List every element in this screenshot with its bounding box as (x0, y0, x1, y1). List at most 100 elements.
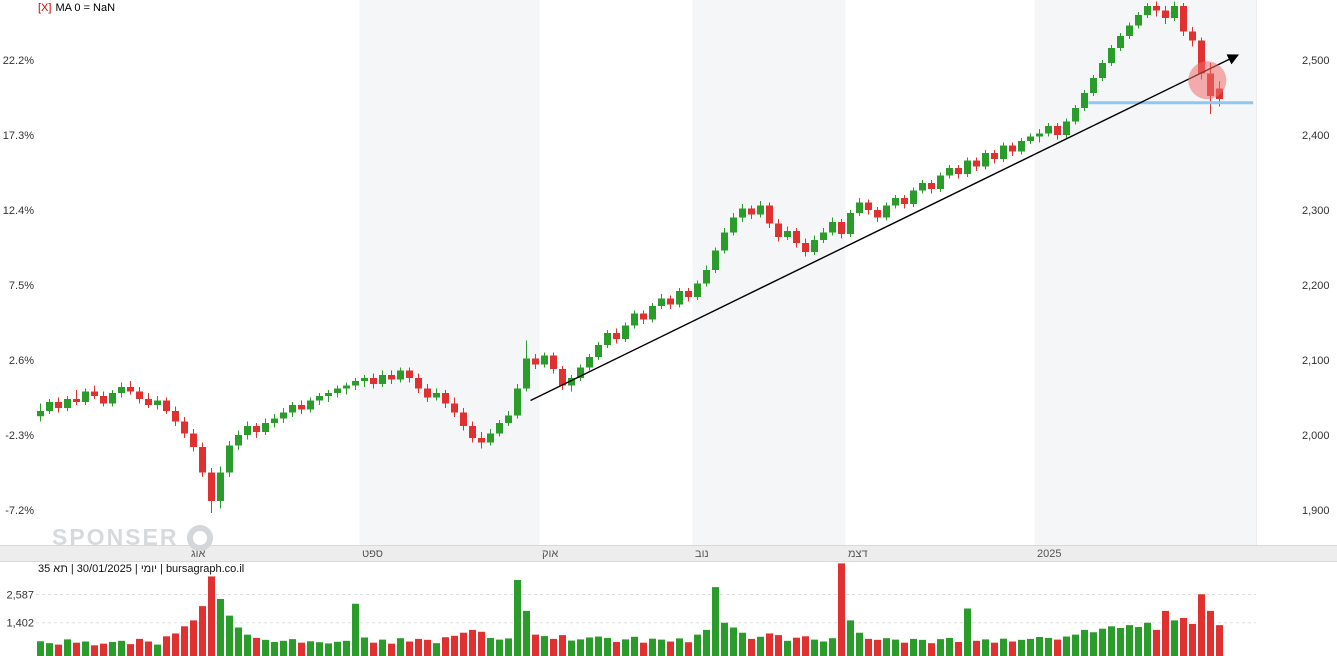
candle-body (424, 388, 431, 398)
candle-body (865, 202, 872, 210)
volume-bar (190, 620, 197, 656)
candle-body (802, 243, 809, 252)
candle-body (478, 438, 485, 443)
volume-bar (766, 633, 773, 656)
month-band (692, 0, 846, 545)
candle-body (1135, 15, 1142, 26)
volume-bar (496, 639, 503, 656)
candle-body (1054, 126, 1061, 135)
volume-bar (973, 640, 980, 656)
candle-body (937, 175, 944, 189)
volume-bar (262, 639, 269, 656)
candle-body (784, 231, 791, 237)
volume-bar (532, 634, 539, 656)
volume-bar (127, 644, 134, 656)
candle-body (217, 472, 224, 501)
volume-bar (1207, 610, 1214, 656)
volume-bar (577, 639, 584, 656)
candle-body (415, 378, 422, 389)
volume-bar (415, 638, 422, 656)
candle-body (37, 411, 44, 417)
candle-body (289, 405, 296, 413)
volume-bar (721, 622, 728, 656)
candle-body (343, 385, 350, 389)
candle-body (658, 298, 665, 306)
volume-bar (838, 563, 845, 656)
candle-body (361, 378, 368, 381)
candle-body (1117, 36, 1124, 48)
candle-body (307, 400, 314, 410)
y-axis-price-label: 2,300 (1302, 205, 1330, 217)
volume-bar (370, 642, 377, 656)
volume-bar (901, 642, 908, 656)
volume-bar (991, 642, 998, 656)
volume-bar (928, 643, 935, 656)
volume-bar (892, 639, 899, 656)
candle-body (1063, 121, 1070, 135)
candle-body (73, 399, 80, 402)
volume-bar (550, 638, 557, 656)
volume-bar (1009, 641, 1016, 656)
candle-body (811, 240, 818, 252)
volume-bar (865, 638, 872, 656)
volume-bar (757, 636, 764, 656)
candle-body (397, 370, 404, 380)
volume-bar (91, 645, 98, 656)
y-axis-percent-label: 12.4% (3, 205, 34, 217)
volume-bar (676, 638, 683, 656)
sponser-watermark: SPONSER (52, 524, 214, 551)
candle-body (991, 153, 998, 159)
volume-bar (658, 639, 665, 656)
candle-body (1108, 48, 1115, 63)
candle-body (316, 396, 323, 401)
candle-body (82, 391, 89, 402)
volume-bar (334, 641, 341, 656)
volume-bar (1099, 628, 1106, 656)
candle-body (883, 205, 890, 218)
volume-bar (667, 641, 674, 656)
volume-bar (271, 641, 278, 656)
candle-body (1198, 40, 1205, 74)
volume-bar (307, 641, 314, 656)
volume-bar (829, 638, 836, 656)
candle-body (1045, 126, 1052, 134)
volume-bar (595, 636, 602, 656)
candle-body (172, 411, 179, 422)
candle-body (406, 370, 413, 378)
volume-bar (163, 636, 170, 656)
candle-body (280, 412, 287, 419)
volume-bar (64, 639, 71, 656)
candle-body (325, 393, 332, 396)
candle-body (757, 205, 764, 215)
candle-body (955, 168, 962, 174)
volume-bar (514, 580, 521, 656)
volume-bar (154, 644, 161, 656)
candle-body (829, 222, 836, 233)
volume-bar (226, 615, 233, 656)
indicator-close-button[interactable]: [X] (38, 2, 52, 14)
candle-body (334, 388, 341, 393)
volume-bar (217, 599, 224, 656)
candle-body (1153, 6, 1160, 11)
volume-bar (298, 642, 305, 656)
y-axis-percent-label: 22.2% (3, 55, 34, 67)
candle-body (505, 415, 512, 423)
y-axis-price-label: 2,200 (1302, 280, 1330, 292)
volume-bar (280, 640, 287, 656)
candle-body (919, 183, 926, 191)
volume-bar (1000, 638, 1007, 656)
indicator-label: MA 0 = NaN (55, 2, 116, 14)
status-line: יומי | 30/01/2025 | תא 35 | bursagraph.c… (38, 563, 245, 575)
volume-bar (775, 635, 782, 656)
volume-bar (712, 587, 719, 656)
candle-body (451, 403, 458, 413)
volume-bar (82, 641, 89, 656)
volume-bar (874, 639, 881, 656)
candle-body (910, 190, 917, 204)
volume-bar (343, 640, 350, 656)
volume-axis-label: 2,587 (6, 590, 34, 602)
volume-bar (541, 636, 548, 656)
y-axis-percent-label: -2.3% (5, 430, 34, 442)
candle-body (595, 345, 602, 357)
